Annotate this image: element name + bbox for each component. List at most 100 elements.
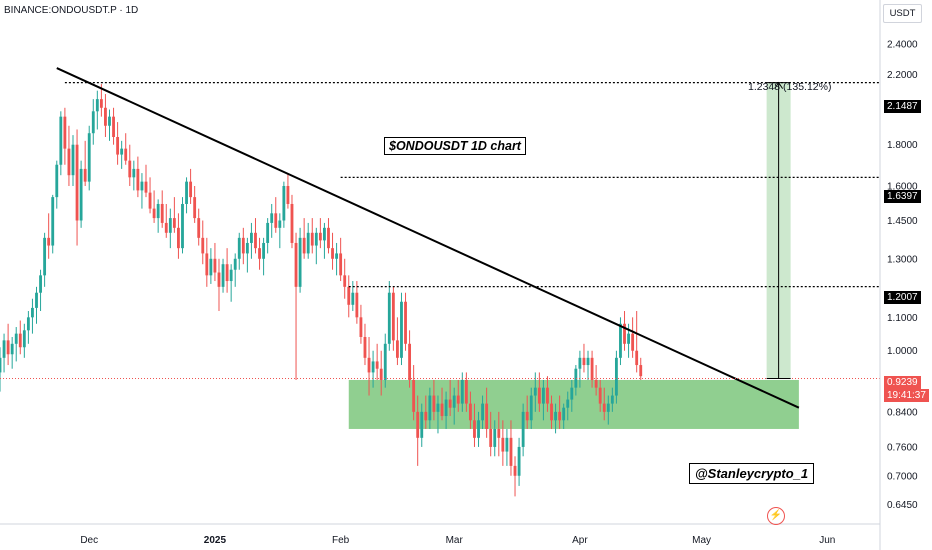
candle-body xyxy=(408,343,412,380)
candle-body xyxy=(124,148,128,161)
candle-body xyxy=(541,387,545,404)
candle-body xyxy=(22,330,26,348)
level-tag-mid: 1.6397 xyxy=(884,190,921,203)
candle-body xyxy=(140,181,144,191)
candle-body xyxy=(254,232,257,249)
support-zone xyxy=(348,379,799,429)
candle-body xyxy=(201,237,205,254)
level-tag-low: 1.2007 xyxy=(884,291,921,304)
candle-body xyxy=(327,227,330,249)
candle-body xyxy=(258,248,261,259)
candle-body xyxy=(614,357,618,396)
candle-body xyxy=(619,323,622,358)
candle-body xyxy=(464,379,468,404)
candle-body xyxy=(440,403,444,417)
candle-body xyxy=(318,232,322,241)
currency-button[interactable]: USDT xyxy=(883,4,922,23)
candle-body xyxy=(558,411,562,421)
candle-body xyxy=(193,197,197,219)
candle-body xyxy=(533,387,537,396)
candle-body xyxy=(586,357,590,366)
candle-body xyxy=(485,403,489,429)
candle-body xyxy=(497,428,501,438)
candle-body xyxy=(185,181,188,204)
candle-body xyxy=(355,292,359,318)
candle-body xyxy=(444,399,448,417)
candle-body xyxy=(241,237,245,254)
candle-body xyxy=(266,222,270,243)
candle-body xyxy=(156,203,160,219)
price-tick-label: 2.2000 xyxy=(887,70,918,81)
candle-body xyxy=(521,411,525,447)
price-tick-label: 1.0000 xyxy=(887,346,918,357)
candle-body xyxy=(99,99,103,108)
candle-body xyxy=(391,292,395,341)
candle-body xyxy=(51,197,55,246)
candle-body xyxy=(128,160,132,178)
candle-body xyxy=(428,395,432,421)
price-tick-label: 1.6000 xyxy=(887,181,918,192)
candle-body xyxy=(95,99,99,112)
candle-body xyxy=(278,220,282,228)
candle-body xyxy=(148,192,152,209)
candle-body xyxy=(331,248,334,259)
candle-body xyxy=(529,395,533,421)
candle-body xyxy=(225,264,229,282)
candle-body xyxy=(181,203,184,249)
candle-body xyxy=(448,399,452,408)
candle-body xyxy=(489,428,493,447)
candle-body xyxy=(306,232,310,254)
candle-body xyxy=(233,258,237,270)
candle-body xyxy=(452,395,456,408)
candle-body xyxy=(63,116,67,149)
candle-body xyxy=(387,292,391,344)
price-tick-label: 0.7600 xyxy=(887,442,918,453)
candle-body xyxy=(132,168,136,178)
time-axis[interactable]: Dec 2025 Feb Mar Apr May Jun xyxy=(80,535,835,546)
candle-body xyxy=(26,317,30,331)
candle-body xyxy=(562,407,566,421)
candle-body xyxy=(112,116,115,138)
candle-body xyxy=(314,232,318,246)
candle-body xyxy=(10,343,14,355)
candle-body xyxy=(43,237,47,276)
time-tick-label: Jun xyxy=(819,535,835,546)
candle-body xyxy=(590,357,594,380)
price-tick-label: 1.1000 xyxy=(887,313,918,324)
price-tick-label: 1.8000 xyxy=(887,140,918,151)
candle-body xyxy=(205,253,209,276)
candle-body xyxy=(550,403,553,421)
candle-body xyxy=(270,213,274,223)
candle-body xyxy=(152,208,156,219)
price-tick-label: 1.3000 xyxy=(887,254,918,265)
symbol-label: BINANCE:ONDOUSDT.P · 1D xyxy=(4,5,139,16)
candle-body xyxy=(274,213,278,228)
candle-body xyxy=(525,411,529,421)
candle-body xyxy=(39,275,42,293)
candle-body xyxy=(262,242,266,259)
candle-body xyxy=(168,218,172,233)
candle-body xyxy=(501,437,505,452)
candle-body xyxy=(31,307,34,318)
candle-body xyxy=(375,361,379,369)
candle-body xyxy=(602,403,606,412)
candle-body xyxy=(371,361,375,373)
candle-body xyxy=(473,420,476,438)
price-axis[interactable]: 2.40002.20002.00001.80001.60001.45001.30… xyxy=(887,39,918,511)
candle-body xyxy=(456,395,460,404)
flash-icon[interactable]: ⚡ xyxy=(767,507,785,525)
candle-body xyxy=(47,237,51,246)
candle-body xyxy=(83,168,87,182)
candle-body xyxy=(631,333,635,351)
candle-body xyxy=(104,107,107,126)
candle-body xyxy=(237,237,241,259)
candles-layer xyxy=(0,84,643,497)
candle-body xyxy=(0,357,2,373)
candle-body xyxy=(335,253,339,259)
candle-body xyxy=(339,253,343,276)
candle-body xyxy=(120,148,124,155)
candle-body xyxy=(323,227,326,241)
candle-body xyxy=(310,232,314,246)
candle-body xyxy=(347,286,351,305)
